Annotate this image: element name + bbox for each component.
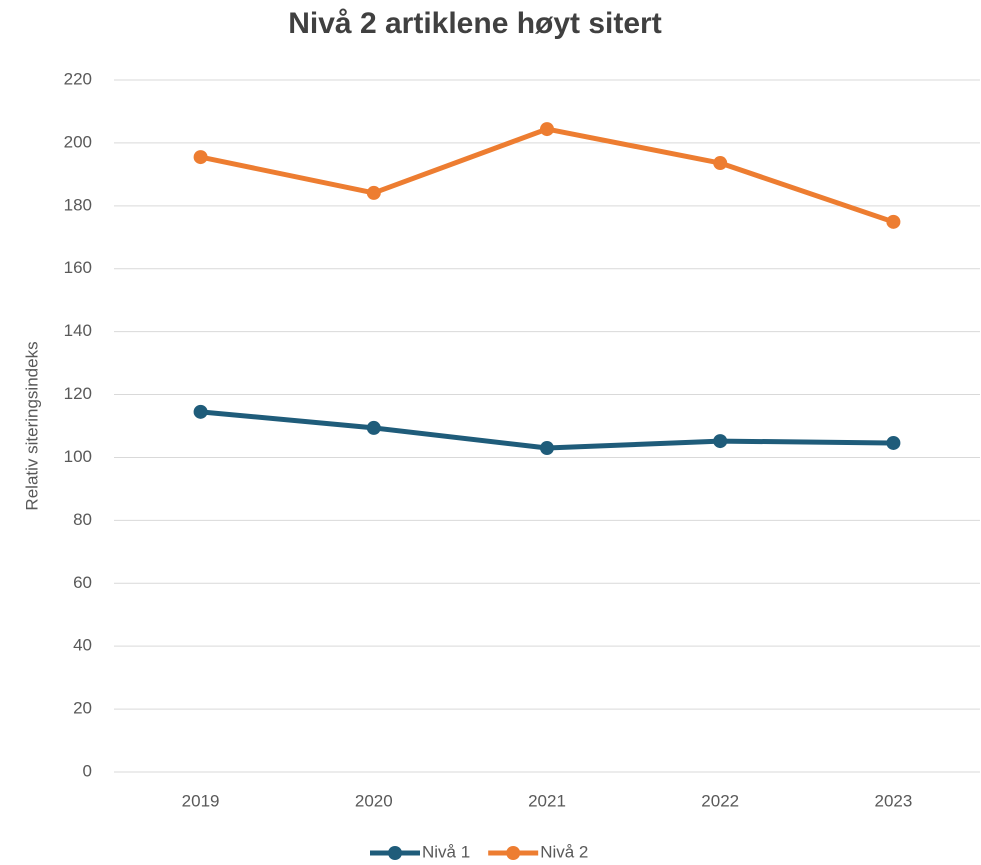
y-tick-label: 200 (64, 132, 92, 151)
x-tick-label: 2019 (182, 791, 220, 810)
legend-swatch-marker (388, 846, 402, 860)
y-tick-label: 0 (83, 761, 92, 780)
data-point (366, 185, 381, 200)
y-axis-label: Relativ siteringsindeks (22, 341, 41, 510)
data-point (540, 441, 554, 456)
data-point (713, 434, 728, 449)
legend-label: Nivå 1 (422, 842, 470, 861)
y-tick-label: 120 (64, 384, 92, 403)
data-point (540, 122, 554, 137)
data-point (193, 404, 208, 419)
data-point (193, 150, 208, 165)
legend-swatch-marker (506, 846, 521, 860)
x-tick-label: 2022 (701, 791, 739, 810)
x-tick-label: 2021 (528, 791, 566, 810)
data-point (886, 435, 901, 450)
y-tick-label: 220 (64, 69, 92, 88)
data-point (366, 420, 381, 435)
data-point (713, 156, 728, 171)
legend-label: Nivå 2 (540, 842, 588, 861)
y-tick-label: 180 (64, 195, 92, 214)
data-point (886, 214, 901, 229)
y-tick-label: 60 (73, 573, 92, 592)
y-tick-label: 40 (73, 636, 92, 655)
chart-title: Nivå 2 artiklene høyt sitert (288, 7, 661, 40)
x-tick-label: 2020 (355, 791, 393, 810)
y-tick-label: 20 (73, 699, 92, 718)
y-tick-label: 160 (64, 258, 92, 277)
x-tick-label: 2023 (874, 791, 912, 810)
y-tick-label: 80 (73, 510, 92, 529)
y-tick-label: 140 (64, 321, 92, 340)
y-tick-label: 100 (64, 447, 92, 466)
